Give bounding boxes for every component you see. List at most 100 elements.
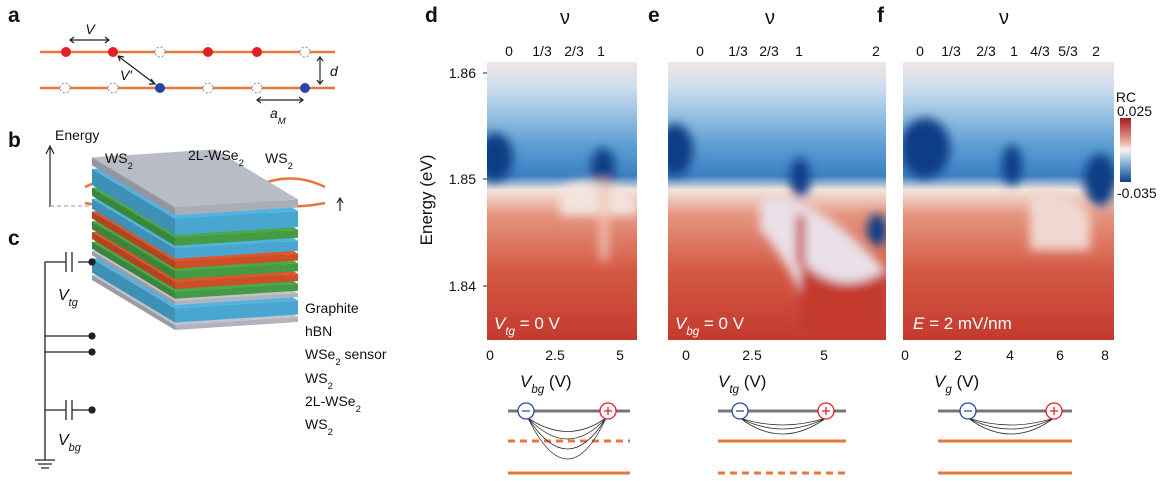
colorbar-label: 0.025 (1117, 103, 1152, 119)
layer-top (92, 149, 298, 208)
layer-front (175, 199, 298, 216)
tick-label: 0 (505, 43, 513, 59)
label: aM (270, 105, 286, 127)
text-part: 2L-WSe (305, 393, 356, 409)
sites (59, 46, 311, 94)
label: WS2 (265, 150, 293, 172)
annotation: E = 2 mV/nm (913, 314, 1012, 333)
panel-letter: e (648, 4, 660, 27)
tick-label: 1 (795, 43, 803, 59)
text-part: 2L-WSe (188, 147, 239, 163)
circuit (35, 252, 96, 469)
subscript: bg (69, 442, 81, 454)
layer-left (92, 221, 175, 280)
text-part: WS (265, 150, 288, 166)
label: Graphite (305, 300, 359, 316)
text-part: V (58, 432, 70, 449)
axis-title: Vg (V) (934, 372, 979, 396)
text-part: V (718, 372, 731, 391)
text-part: (V) (952, 372, 979, 391)
label: WSe2 sensor (305, 346, 387, 368)
text-part: WS (105, 150, 128, 166)
label: WS2 (305, 370, 333, 392)
text-part: V (520, 372, 533, 391)
text-part: WSe (305, 346, 336, 362)
panel-letter: a (8, 4, 20, 27)
text-part: (V) (544, 372, 571, 391)
layer-front (175, 263, 298, 280)
layer-left (92, 258, 175, 323)
tick-label: 1 (597, 43, 605, 59)
text-part: = 0 V (699, 314, 745, 333)
heatmap-f (903, 62, 1114, 340)
tick-label: 8 (1101, 347, 1109, 363)
panel-letter: c (8, 227, 20, 250)
tick-label: 6 (1056, 347, 1064, 363)
label: WS2 (105, 150, 133, 172)
tick-label: 4/3 (1030, 43, 1050, 59)
subscript: 2 (288, 161, 293, 172)
layer-front (175, 317, 298, 330)
layer-left (92, 251, 175, 306)
field-schematics (508, 402, 1072, 475)
tick-label: 1/3 (532, 43, 552, 59)
layer-left (92, 232, 175, 289)
tick-label: 1 (1010, 43, 1018, 59)
tick-label: 5 (616, 347, 624, 363)
text-part: sensor (341, 346, 387, 362)
colorbar-label: -0.035 (1117, 185, 1157, 201)
subscript: 2 (356, 404, 361, 415)
tick-label: 2/3 (759, 43, 779, 59)
tick-label: 2 (1092, 43, 1100, 59)
label: 2L-WSe2 (188, 147, 244, 169)
text-part: V (494, 314, 507, 333)
subscript: g (945, 384, 952, 396)
layer-front (175, 274, 298, 289)
axis-title: Energy (eV) (417, 155, 436, 246)
tick-label: 0 (916, 43, 924, 59)
layer-left (92, 187, 175, 246)
label: Vtg (58, 287, 78, 309)
panel-letter: f (877, 4, 885, 27)
layer-front (175, 283, 298, 299)
text-part: = 2 mV/nm (924, 314, 1011, 333)
tick-label: 2.5 (545, 347, 565, 363)
tick-label: 1/3 (941, 43, 961, 59)
text-part: V (675, 314, 688, 333)
subscript: tg (505, 326, 515, 338)
panel-letter: d (425, 4, 438, 27)
lattice (40, 50, 335, 90)
subscript: bg (686, 326, 699, 338)
text-part: WS (305, 416, 328, 432)
colorbar-title: RC (1116, 89, 1136, 105)
tick-label: 1/3 (728, 43, 748, 59)
axis-title: ν (560, 7, 570, 29)
panel-letter: b (8, 129, 21, 152)
tick-label: 0 (486, 347, 494, 363)
layer-left (92, 198, 175, 259)
annotation: Vtg = 0 V (494, 314, 561, 338)
colorbar (1120, 118, 1131, 182)
heatmap-d (487, 62, 637, 340)
layer-front (175, 253, 298, 269)
subscript: M (278, 116, 286, 127)
label: WS2 (305, 416, 333, 438)
label: V (85, 21, 96, 37)
label: d (330, 63, 339, 79)
subscript: 2 (239, 158, 244, 169)
tick-label: 2 (954, 347, 962, 363)
axis-title: ν (999, 7, 1009, 29)
layer-front (175, 240, 298, 259)
text-part: E (913, 314, 925, 333)
text-part: WS (305, 370, 328, 386)
subscript: 2 (128, 161, 133, 172)
tick-label: 2.5 (742, 347, 762, 363)
tick-label: 0 (696, 43, 704, 59)
layer-left (92, 169, 175, 235)
text-part: V (934, 372, 947, 391)
axis-title: Vbg (V) (520, 372, 572, 396)
tick-label: 0 (682, 347, 690, 363)
tick-label: 4 (1006, 347, 1014, 363)
tick-label: 1.84 (449, 278, 476, 294)
